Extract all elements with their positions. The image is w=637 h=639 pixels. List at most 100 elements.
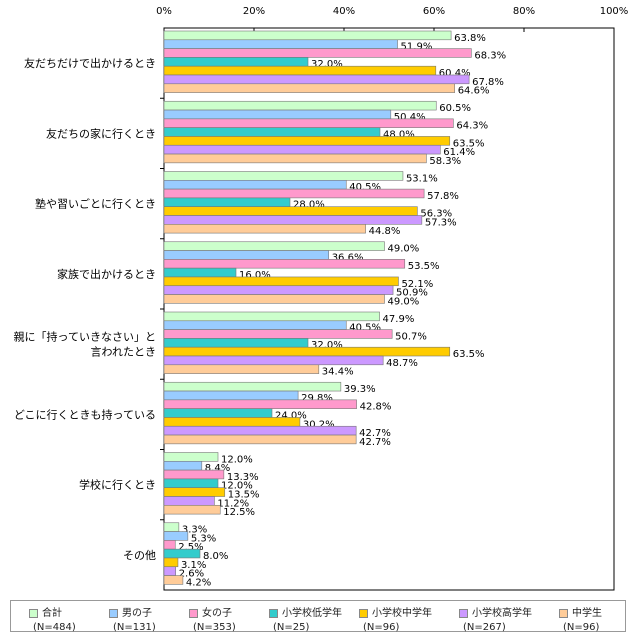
data-label: 36.6% [332, 252, 364, 263]
legend-item: 男の子 (N=131) [109, 604, 156, 633]
data-label: 4.2% [186, 577, 211, 588]
data-label: 11.2% [217, 498, 249, 509]
bar [163, 65, 437, 76]
bar [163, 57, 309, 67]
data-label: 5.3% [191, 533, 216, 544]
bar [163, 127, 381, 137]
legend-label: 男の子 [122, 608, 152, 619]
category-label: 塾や習いごとに行くとき [35, 197, 156, 211]
legend-item: 合計 (N=484) [29, 604, 76, 633]
bar [163, 417, 301, 427]
category-label: 言われたとき [91, 346, 156, 359]
legend-sample-size: (N=353) [193, 622, 236, 633]
data-label: 2.6% [179, 569, 204, 580]
data-label: 51.9% [401, 42, 433, 53]
bar [163, 381, 342, 392]
bar [163, 390, 299, 401]
legend-label: 小学校高学年 [472, 608, 532, 619]
data-label: 57.8% [427, 191, 459, 202]
bar [163, 399, 357, 409]
bar [163, 522, 180, 532]
bar [163, 224, 366, 234]
bar [163, 540, 176, 550]
data-label: 60.5% [439, 103, 471, 114]
bar [163, 74, 470, 85]
bar [163, 469, 225, 480]
bar [163, 30, 452, 41]
bar [163, 294, 385, 304]
legend-item: 中学生 (N=96) [559, 604, 602, 633]
bar [163, 285, 394, 295]
x-tick-label: 80% [513, 6, 535, 17]
data-label: 42.7% [359, 428, 391, 439]
bar [163, 346, 451, 357]
bar [163, 434, 357, 445]
category-label: 家族で出かけるとき [57, 267, 156, 281]
bar [163, 311, 380, 322]
data-label: 47.9% [383, 314, 415, 325]
legend-sample-size: (N=267) [463, 622, 506, 633]
bar [163, 267, 237, 278]
data-label: 12.0% [221, 454, 253, 465]
x-tick-label: 100% [600, 6, 629, 17]
bar [163, 188, 425, 199]
data-label: 2.5% [178, 542, 203, 553]
bar [163, 180, 347, 190]
bar [163, 504, 221, 515]
data-label: 44.8% [369, 226, 401, 237]
data-label: 24.0% [275, 410, 307, 421]
bar [163, 355, 384, 366]
bar [163, 39, 398, 49]
data-label: 40.5% [349, 182, 381, 193]
bar [163, 329, 393, 339]
legend-swatch [29, 608, 38, 618]
bar [163, 557, 179, 568]
data-label: 32.0% [311, 340, 343, 351]
data-label: 12.0% [221, 481, 253, 492]
bar [163, 320, 347, 330]
bar [163, 197, 291, 207]
data-label: 61.4% [443, 147, 475, 158]
bar [163, 83, 456, 93]
category-label: 友だちの家に行くとき [46, 126, 156, 140]
data-label: 60.4% [439, 68, 471, 79]
bar [163, 241, 385, 251]
bar [163, 460, 203, 471]
bar [163, 48, 472, 58]
bar [163, 136, 451, 146]
bar [163, 548, 201, 559]
legend-sample-size: (N=96) [363, 622, 400, 633]
data-label: 34.4% [322, 367, 354, 378]
legend-label: 中学生 [572, 608, 602, 619]
data-label: 58.3% [429, 156, 461, 167]
legend-swatch [559, 608, 568, 618]
legend-swatch [459, 608, 468, 618]
bar [163, 144, 441, 155]
data-label: 39.3% [344, 384, 376, 395]
bar [163, 259, 406, 269]
data-label: 3.1% [181, 560, 206, 571]
data-label: 48.7% [386, 358, 418, 369]
bar [163, 276, 399, 287]
legend-item: 女の子 (N=353) [189, 604, 236, 633]
data-label: 64.3% [456, 121, 488, 132]
data-label: 68.3% [474, 50, 506, 61]
bar [163, 206, 418, 216]
category-label: 友だちだけで出かけるとき [24, 56, 156, 70]
data-label: 49.0% [388, 244, 420, 255]
data-label: 16.0% [239, 270, 271, 281]
legend-sample-size: (N=131) [113, 622, 156, 633]
bar [163, 408, 273, 418]
data-label: 42.7% [359, 437, 391, 448]
x-tick-label: 60% [423, 6, 445, 17]
legend-item: 小学校低学年 (N=25) [269, 604, 342, 633]
bar-chart: 0% 20% 40% 60% 80% 100% 友だちだけで出かけるとき 63.8% 51.9%… [14, 6, 629, 591]
data-label: 12.5% [223, 507, 255, 518]
data-label: 40.5% [349, 323, 381, 334]
data-label: 57.3% [425, 217, 457, 228]
legend-item: 小学校高学年 (N=267) [459, 604, 532, 633]
bar [163, 215, 423, 225]
legend-item: 小学校中学年 (N=96) [359, 604, 432, 633]
legend-swatch [109, 608, 118, 618]
data-label: 8.4% [205, 463, 230, 474]
